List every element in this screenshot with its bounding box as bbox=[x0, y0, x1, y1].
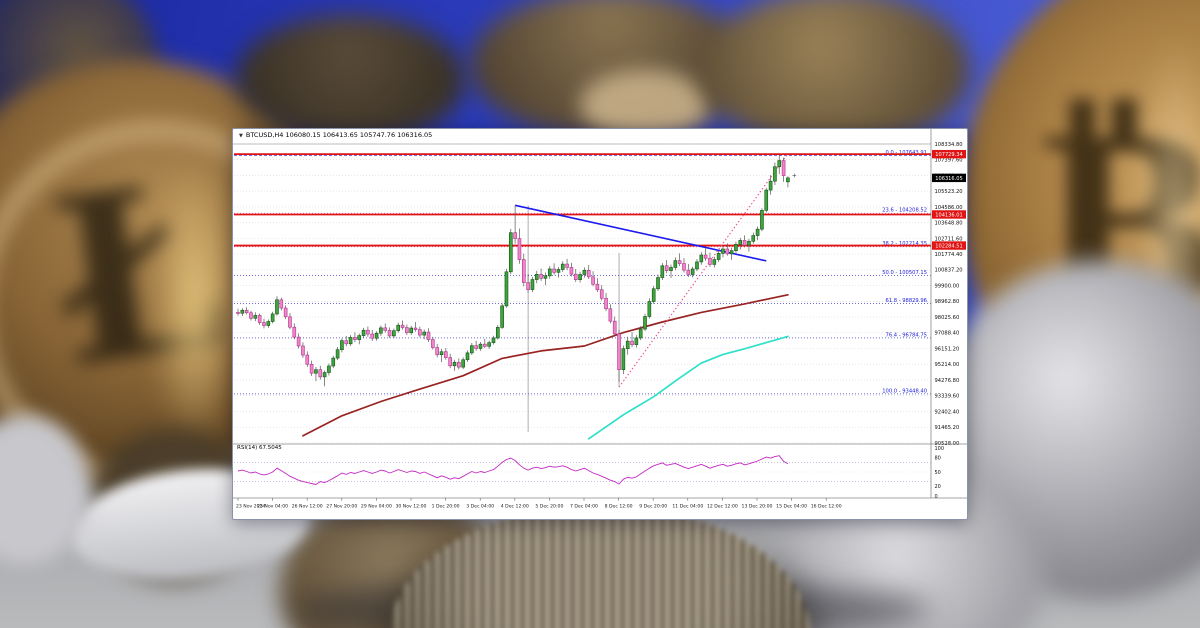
svg-text:16 Dec 12:00: 16 Dec 12:00 bbox=[811, 504, 842, 510]
vertical-lines-layer bbox=[527, 205, 620, 433]
candles-layer[interactable]: + bbox=[236, 154, 797, 387]
svg-text:15 Dec 04:00: 15 Dec 04:00 bbox=[776, 504, 807, 510]
svg-text:103648.80: 103648.80 bbox=[935, 221, 963, 227]
svg-text:94276.80: 94276.80 bbox=[935, 378, 960, 384]
svg-text:0: 0 bbox=[935, 494, 938, 500]
svg-text:105523.20: 105523.20 bbox=[935, 189, 963, 195]
svg-text:7 Dec 04:00: 7 Dec 04:00 bbox=[570, 504, 598, 510]
price-lines-layer bbox=[234, 153, 931, 247]
svg-text:91465.20: 91465.20 bbox=[935, 425, 960, 431]
svg-text:23.6 - 104208.52: 23.6 - 104208.52 bbox=[882, 208, 927, 214]
svg-text:100: 100 bbox=[935, 446, 945, 452]
svg-text:3 Dec 04:00: 3 Dec 04:00 bbox=[466, 504, 494, 510]
svg-text:5 Dec 20:00: 5 Dec 20:00 bbox=[535, 504, 563, 510]
svg-text:76.4 - 96784.75: 76.4 - 96784.75 bbox=[886, 332, 927, 338]
svg-text:61.8 - 98829.96: 61.8 - 98829.96 bbox=[886, 298, 927, 304]
svg-text:80: 80 bbox=[935, 455, 941, 461]
svg-text:26 Nov 12:00: 26 Nov 12:00 bbox=[292, 504, 323, 510]
rsi-pane: 100 80 50 20 0 bbox=[234, 446, 944, 500]
svg-text:104586.00: 104586.00 bbox=[935, 205, 963, 211]
svg-text:1 Dec 20:00: 1 Dec 20:00 bbox=[432, 504, 460, 510]
svg-text:+: + bbox=[792, 172, 797, 179]
svg-text:99900.00: 99900.00 bbox=[935, 283, 960, 289]
svg-text:4 Dec 12:00: 4 Dec 12:00 bbox=[501, 504, 529, 510]
svg-text:20: 20 bbox=[935, 484, 941, 490]
svg-text:95214.00: 95214.00 bbox=[935, 362, 960, 368]
trendlines-layer bbox=[514, 153, 789, 388]
svg-text:100.0 - 93448.40: 100.0 - 93448.40 bbox=[882, 388, 927, 394]
svg-text:50: 50 bbox=[935, 470, 941, 476]
price-axis[interactable]: 108334.80107397.60106460.40105523.201045… bbox=[935, 142, 963, 447]
svg-text:107397.60: 107397.60 bbox=[935, 158, 963, 164]
svg-text:11 Dec 04:00: 11 Dec 04:00 bbox=[672, 504, 703, 510]
svg-text:23 Nov 2024: 23 Nov 2024 bbox=[236, 504, 265, 510]
pane-frames bbox=[233, 129, 967, 499]
svg-text:97088.40: 97088.40 bbox=[935, 331, 960, 337]
chart-title-text: BTCUSD,H4 106080.15 106413.65 105747.76 … bbox=[245, 131, 433, 139]
svg-text:101774.40: 101774.40 bbox=[935, 252, 963, 258]
svg-text:102711.60: 102711.60 bbox=[935, 236, 963, 242]
coin-behind-chart-1 bbox=[235, 15, 465, 145]
svg-text:12 Dec 12:00: 12 Dec 12:00 bbox=[707, 504, 738, 510]
rsi-indicator-label: RSI(14) 67.5045 bbox=[237, 445, 282, 451]
svg-text:29 Nov 04:00: 29 Nov 04:00 bbox=[361, 504, 392, 510]
svg-text:93339.60: 93339.60 bbox=[935, 394, 960, 400]
svg-text:106316.05: 106316.05 bbox=[935, 176, 963, 182]
svg-text:98962.80: 98962.80 bbox=[935, 299, 960, 305]
svg-text:92402.40: 92402.40 bbox=[935, 409, 960, 415]
svg-text:8 Dec 12:00: 8 Dec 12:00 bbox=[605, 504, 633, 510]
svg-text:27 Nov 20:00: 27 Nov 20:00 bbox=[326, 504, 357, 510]
svg-text:13 Dec 20:00: 13 Dec 20:00 bbox=[742, 504, 773, 510]
svg-text:108334.80: 108334.80 bbox=[935, 142, 963, 148]
svg-text:100837.20: 100837.20 bbox=[935, 268, 963, 274]
grid-layer bbox=[234, 143, 931, 444]
svg-text:107729.34: 107729.34 bbox=[935, 152, 963, 158]
svg-text:25 Nov 04:00: 25 Nov 04:00 bbox=[257, 504, 288, 510]
svg-text:38.2 - 102214.35: 38.2 - 102214.35 bbox=[882, 241, 927, 247]
chart-window: ▼ BTCUSD,H4 106080.15 106413.65 105747.76… bbox=[232, 128, 968, 520]
coin-behind-chart-4 bbox=[700, 0, 970, 150]
svg-text:50.0 - 100507.15: 50.0 - 100507.15 bbox=[882, 270, 927, 276]
svg-text:0.0 - 107643.91: 0.0 - 107643.91 bbox=[886, 150, 927, 156]
chevron-down-icon[interactable]: ▼ bbox=[239, 133, 243, 139]
fibonacci-layer: 0.0 - 107643.91 23.6 - 104208.52 38.2 - 10… bbox=[234, 150, 931, 394]
svg-text:96151.20: 96151.20 bbox=[935, 346, 960, 352]
moving-averages-layer bbox=[302, 293, 789, 440]
svg-text:30 Nov 12:00: 30 Nov 12:00 bbox=[396, 504, 427, 510]
svg-text:102284.51: 102284.51 bbox=[935, 244, 963, 250]
price-chart-plot[interactable]: 108334.80107397.60106460.40105523.201045… bbox=[233, 129, 967, 519]
coin-glint-left bbox=[150, 150, 240, 450]
svg-text:98025.60: 98025.60 bbox=[935, 315, 960, 321]
svg-text:104136.01: 104136.01 bbox=[935, 212, 963, 218]
axis-price-tags: 107729.34 104136.01 102284.51 106316.05 bbox=[932, 149, 966, 250]
svg-text:9 Dec 20:00: 9 Dec 20:00 bbox=[639, 504, 667, 510]
chart-title-bar: ▼ BTCUSD,H4 106080.15 106413.65 105747.76… bbox=[239, 131, 432, 139]
